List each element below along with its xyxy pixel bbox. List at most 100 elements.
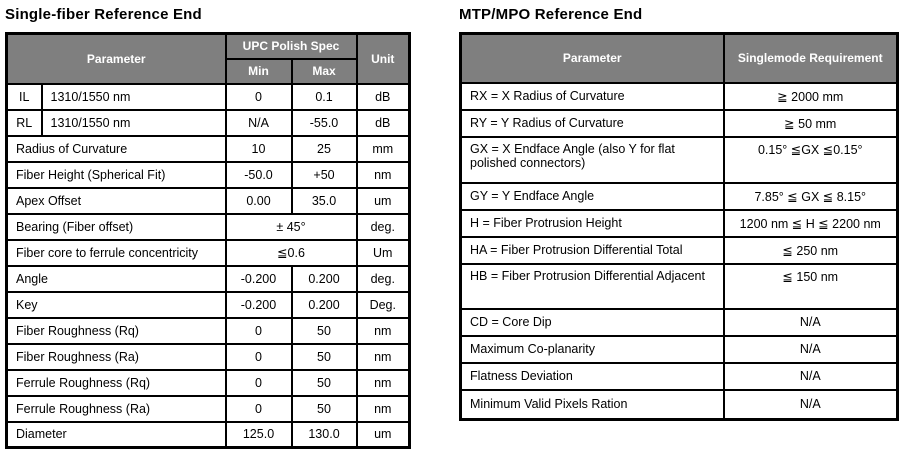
unit-cell: Deg. xyxy=(355,290,411,319)
requirement-cell: N/A xyxy=(722,307,899,337)
single-fiber-table: Parameter UPC Polish Spec Unit Min Max I… xyxy=(5,32,412,449)
requirement-cell: ≦ 150 nm xyxy=(722,262,899,310)
header-row-2: Min Max xyxy=(7,57,410,85)
param-cell: Ferrule Roughness (Ra) xyxy=(5,394,227,423)
table-row: Fiber Roughness (Rq) 0 50 nm xyxy=(5,316,411,345)
max-cell: 130.0 xyxy=(290,420,358,449)
param-cell: GY = Y Endface Angle xyxy=(459,181,725,211)
param-cell: Diameter xyxy=(5,420,227,449)
requirement-cell: N/A xyxy=(722,361,899,391)
param-cell: Ferrule Roughness (Rq) xyxy=(5,368,227,397)
unit-cell: nm xyxy=(355,368,411,397)
requirement-cell: 0.15° ≦GX ≦0.15° xyxy=(722,135,899,184)
col-header-singlemode-requirement: Singlemode Requirement xyxy=(722,32,899,84)
table-row: Minimum Valid Pixels Ration N/A xyxy=(459,388,899,421)
table-row: GX = X Endface Angle (also Y for flat po… xyxy=(459,135,899,184)
max-cell: 35.0 xyxy=(290,186,358,215)
unit-cell: nm xyxy=(355,342,411,371)
table-row: H = Fiber Protrusion Height 1200 nm ≦ H … xyxy=(459,208,899,238)
header-row-1: Parameter UPC Polish Spec Unit xyxy=(5,32,411,85)
min-cell: 0.00 xyxy=(224,186,293,215)
unit-cell: dB xyxy=(355,82,411,111)
requirement-cell: ≦ 250 nm xyxy=(722,235,899,265)
unit-cell: deg. xyxy=(355,212,411,241)
param-cell: RY = Y Radius of Curvature xyxy=(459,108,725,138)
min-cell: -0.200 xyxy=(224,290,293,319)
table-row: Flatness Deviation N/A xyxy=(459,361,899,391)
min-cell: 0 xyxy=(224,316,293,345)
param-cell: Maximum Co-planarity xyxy=(459,334,725,364)
col-header-min: Min xyxy=(224,57,293,85)
min-cell: -50.0 xyxy=(224,160,293,189)
param-cell: RX = X Radius of Curvature xyxy=(459,81,725,111)
unit-cell: deg. xyxy=(355,264,411,293)
single-fiber-section: Single-fiber Reference End Parameter UPC… xyxy=(5,2,412,449)
param-cell: Bearing (Fiber offset) xyxy=(5,212,227,241)
table-row: GY = Y Endface Angle 7.85° ≦ GX ≦ 8.15° xyxy=(459,181,899,211)
value-cell: ± 45° xyxy=(224,212,358,241)
max-cell: 50 xyxy=(290,368,358,397)
mtp-mpo-section: MTP/MPO Reference End Parameter Singlemo… xyxy=(459,2,899,421)
param-cell: Flatness Deviation xyxy=(459,361,725,391)
min-cell: -0.200 xyxy=(224,264,293,293)
min-cell: 10 xyxy=(224,134,293,163)
param-cell: GX = X Endface Angle (also Y for flat po… xyxy=(459,135,725,184)
min-cell: 0 xyxy=(224,82,293,111)
param-cell: Minimum Valid Pixels Ration xyxy=(459,388,725,421)
param-cell: Apex Offset xyxy=(5,186,227,215)
max-cell: 50 xyxy=(290,316,358,345)
requirement-cell: N/A xyxy=(722,334,899,364)
min-cell: 125.0 xyxy=(224,420,293,449)
table-row: IL 1310/1550 nm 0 0.1 dB xyxy=(5,82,411,111)
max-cell: 0.200 xyxy=(290,290,358,319)
min-cell: 0 xyxy=(224,394,293,423)
requirement-cell: ≧ 2000 mm xyxy=(722,81,899,111)
table-row: Bearing (Fiber offset) ± 45° deg. xyxy=(5,212,411,241)
max-cell: +50 xyxy=(290,160,358,189)
max-cell: 0.1 xyxy=(290,82,358,111)
param-cell: HB = Fiber Protrusion Differential Adjac… xyxy=(459,262,725,310)
table-row: CD = Core Dip N/A xyxy=(459,307,899,337)
param-cell: Key xyxy=(5,290,227,319)
param-cell: H = Fiber Protrusion Height xyxy=(459,208,725,238)
table-row: Apex Offset 0.00 35.0 um xyxy=(5,186,411,215)
header-row: Parameter Singlemode Requirement xyxy=(459,32,899,84)
requirement-cell: 7.85° ≦ GX ≦ 8.15° xyxy=(722,181,899,211)
requirement-cell: 1200 nm ≦ H ≦ 2200 nm xyxy=(722,208,899,238)
table-row: RL 1310/1550 nm N/A -55.0 dB xyxy=(5,108,411,137)
max-cell: 25 xyxy=(290,134,358,163)
col-header-max: Max xyxy=(290,57,358,85)
mtp-mpo-title: MTP/MPO Reference End xyxy=(459,6,643,23)
table-row: Fiber Height (Spherical Fit) -50.0 +50 n… xyxy=(5,160,411,189)
unit-cell: nm xyxy=(355,316,411,345)
unit-cell: um xyxy=(355,420,411,449)
param-cell: Angle xyxy=(5,264,227,293)
param-cell: Fiber core to ferrule concentricity xyxy=(5,238,227,267)
min-cell: 0 xyxy=(224,368,293,397)
param-code-cell: RL xyxy=(5,108,43,137)
col-header-upc-polish-spec: UPC Polish Spec xyxy=(224,32,358,60)
col-header-parameter: Parameter xyxy=(459,32,725,84)
unit-cell: nm xyxy=(355,394,411,423)
unit-cell: dB xyxy=(355,108,411,137)
param-cell: Fiber Roughness (Ra) xyxy=(5,342,227,371)
max-cell: 0.200 xyxy=(290,264,358,293)
value-cell: ≦0.6 xyxy=(224,238,358,267)
param-cell: Fiber Height (Spherical Fit) xyxy=(5,160,227,189)
table-row: RY = Y Radius of Curvature ≧ 50 mm xyxy=(459,108,899,138)
unit-cell: Um xyxy=(355,238,411,267)
unit-cell: mm xyxy=(355,134,411,163)
param-cell: HA = Fiber Protrusion Differential Total xyxy=(459,235,725,265)
min-cell: 0 xyxy=(224,342,293,371)
max-cell: -55.0 xyxy=(290,108,358,137)
table-row: Ferrule Roughness (Ra) 0 50 nm xyxy=(5,394,411,423)
single-fiber-title: Single-fiber Reference End xyxy=(5,6,202,23)
mtp-mpo-table: Parameter Singlemode Requirement RX = X … xyxy=(459,32,899,421)
unit-cell: nm xyxy=(355,160,411,189)
table-row: HA = Fiber Protrusion Differential Total… xyxy=(459,235,899,265)
param-cell: Fiber Roughness (Rq) xyxy=(5,316,227,345)
param-cell: 1310/1550 nm xyxy=(40,108,227,137)
unit-cell: um xyxy=(355,186,411,215)
table-row: Radius of Curvature 10 25 mm xyxy=(5,134,411,163)
